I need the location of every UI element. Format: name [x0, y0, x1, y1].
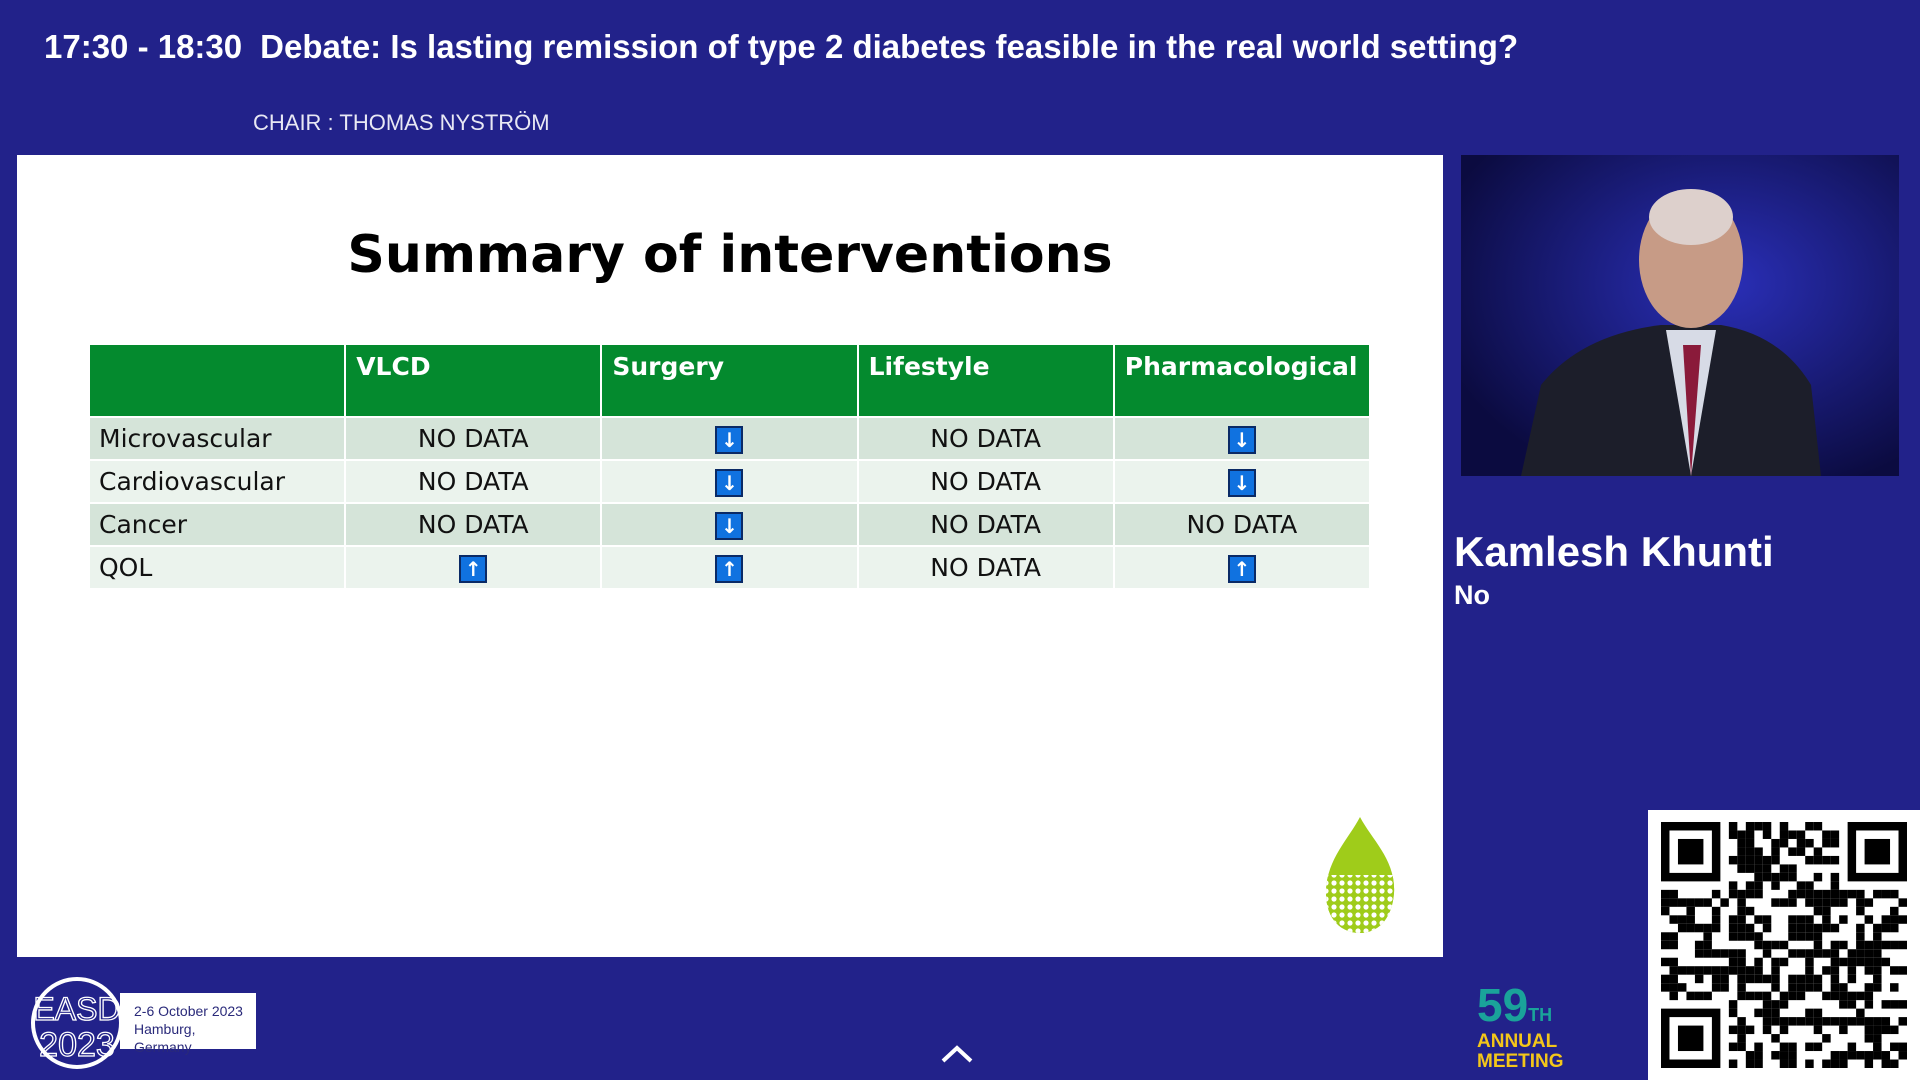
meeting-label: MEETING [1477, 1051, 1564, 1072]
column-header [90, 345, 345, 416]
arrow-up-icon: ↑ [715, 554, 744, 583]
slide-title: Summary of interventions [347, 225, 1113, 285]
table-cell: NO DATA [858, 547, 1113, 588]
session-title: 17:30 - 18:30 Debate: Is lasting remissio… [44, 28, 1518, 66]
arrow-down-icon: ↓ [715, 468, 744, 497]
annual-meeting-badge: 59TH ANNUAL MEETING [1477, 978, 1564, 1072]
svg-text:2023: 2023 [39, 1026, 115, 1064]
table-cell: NO DATA [346, 418, 601, 459]
qr-code-icon [1661, 822, 1907, 1068]
session-time: 17:30 - 18:30 [44, 28, 243, 65]
speaker-figure-icon [1521, 189, 1821, 476]
table-cell: ↓ [1114, 418, 1369, 459]
row-label: Microvascular [90, 418, 345, 459]
table-row: Cardiovascular NO DATA ↓ NO DATA ↓ [90, 461, 1369, 502]
row-label: Cancer [90, 504, 345, 545]
table-cell: NO DATA [1114, 504, 1369, 545]
qr-code[interactable] [1648, 810, 1920, 1080]
speaker-vote: No [1454, 580, 1490, 610]
table-row: QOL ↑ ↑ NO DATA ↑ [90, 547, 1369, 588]
arrow-down-icon: ↓ [1227, 425, 1256, 454]
table-cell: NO DATA [858, 461, 1113, 502]
table-cell: NO DATA [346, 461, 601, 502]
table-cell: NO DATA [858, 504, 1113, 545]
edition-suffix: TH [1528, 1005, 1553, 1025]
speaker-name: Kamlesh Khunti [1454, 528, 1774, 575]
column-header: Surgery [602, 345, 857, 416]
event-dates: 2-6 October 2023 [134, 1003, 243, 1019]
event-date-box: 2-6 October 2023 Hamburg, Germany [120, 993, 256, 1055]
table-row: Microvascular NO DATA ↓ NO DATA ↓ [90, 418, 1369, 459]
row-label: QOL [90, 547, 345, 588]
edition-number: 59 [1477, 979, 1529, 1031]
table-row: Cancer NO DATA ↓ NO DATA NO DATA [90, 504, 1369, 545]
event-location: Hamburg, Germany [134, 1021, 196, 1055]
column-header: Pharmacological [1114, 345, 1369, 416]
chair-label: CHAIR : THOMAS NYSTRÖM [253, 110, 550, 135]
table-cell: ↓ [602, 418, 857, 459]
column-header: VLCD [346, 345, 601, 416]
svg-text:EASD: EASD [33, 991, 120, 1027]
table-cell: ↑ [346, 547, 601, 588]
table-cell: NO DATA [346, 504, 601, 545]
presentation-slide: Summary of interventions VLCD Surgery Life… [17, 155, 1443, 957]
table-cell: ↓ [602, 504, 857, 545]
column-header: Lifestyle [858, 345, 1113, 416]
speaker-video [1461, 155, 1899, 476]
row-label: Cardiovascular [90, 461, 345, 502]
annual-label: ANNUAL [1477, 1031, 1558, 1052]
table-cell: ↑ [1114, 547, 1369, 588]
leaf-logo-icon [1326, 817, 1395, 933]
table-cell: ↓ [602, 461, 857, 502]
arrow-down-icon: ↓ [715, 511, 744, 540]
arrow-up-icon: ↑ [459, 554, 488, 583]
interventions-table: VLCD Surgery Lifestyle Pharmacological Micr… [88, 343, 1371, 590]
table-cell: ↑ [602, 547, 857, 588]
table-cell: ↓ [1114, 461, 1369, 502]
arrow-down-icon: ↓ [715, 425, 744, 454]
chevron-up-icon[interactable] [940, 1044, 974, 1064]
arrow-down-icon: ↓ [1227, 468, 1256, 497]
session-topic: Debate: Is lasting remission of type 2 d… [260, 28, 1519, 65]
table-cell: NO DATA [858, 418, 1113, 459]
arrow-up-icon: ↑ [1227, 554, 1256, 583]
easd-logo-icon: EASD 2023 [31, 977, 123, 1069]
